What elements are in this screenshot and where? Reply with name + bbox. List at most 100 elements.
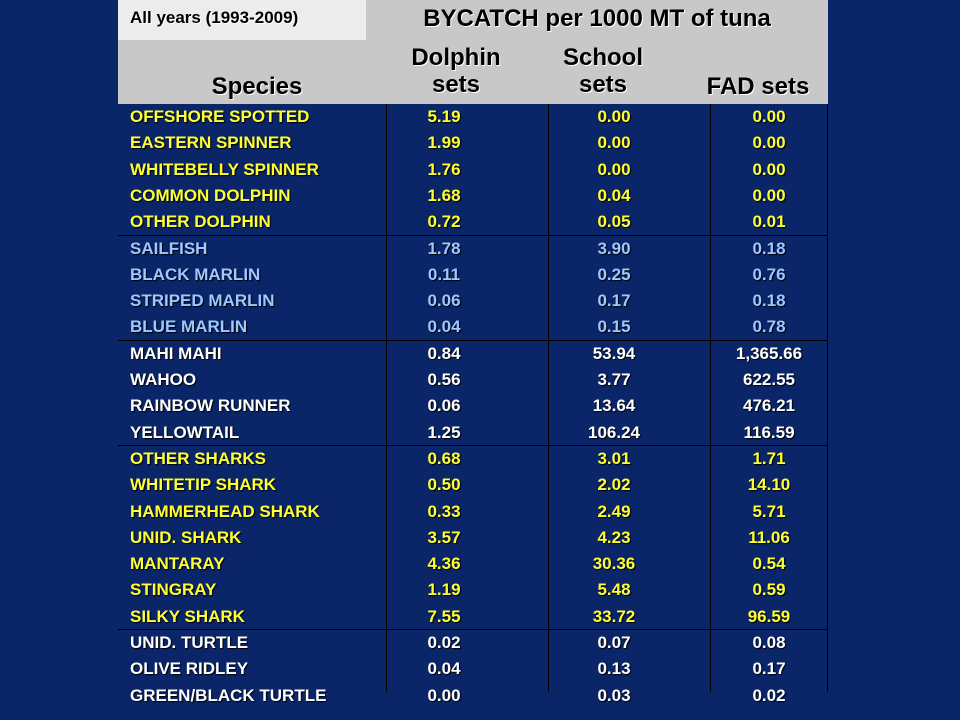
divider-dolphin-left: [386, 104, 387, 692]
table-row: EASTERN SPINNER 1.99 0.00 0.00: [118, 130, 828, 156]
species-cell: BLUE MARLIN: [130, 317, 248, 337]
dolphin-sets-cell: 1.68: [427, 185, 461, 205]
group-divider: [118, 444, 828, 446]
period-header: All years (1993-2009): [118, 0, 366, 40]
species-cell: HAMMERHEAD SHARK: [130, 501, 320, 521]
species-cell: GREEN/BLACK TURTLE: [130, 685, 327, 705]
school-sets-cell: 2.02: [597, 475, 631, 495]
divider-fad-left: [710, 104, 711, 692]
fad-sets-cell: 0.01: [752, 212, 786, 232]
school-sets-cell: 53.94: [592, 343, 636, 363]
school-sets-cell: 0.13: [597, 659, 631, 679]
col-header-school-sets: School sets: [562, 44, 643, 98]
dolphin-sets-cell: 0.50: [427, 475, 461, 495]
dolphin-sets-cell: 1.99: [427, 133, 461, 153]
dolphin-sets-cell: 5.19: [427, 107, 461, 126]
school-sets-cell: 0.17: [597, 291, 631, 311]
species-cell: OTHER SHARKS: [130, 448, 267, 468]
species-cell: COMMON DOLPHIN: [130, 185, 291, 205]
species-cell: WHITEBELLY SPINNER: [130, 159, 319, 179]
table-row: STINGRAY 1.19 5.48 0.59: [118, 577, 828, 603]
school-sets-cell: 3.77: [597, 370, 631, 389]
table-row: OFFSHORE SPOTTED 5.19 0.00 0.00: [118, 104, 828, 130]
school-sets-cell: 3.01: [597, 448, 631, 468]
dolphin-sets-cell: 0.33: [427, 501, 461, 521]
table-row: COMMON DOLPHIN 1.68 0.04 0.00: [118, 183, 828, 209]
school-sets-cell: 0.07: [597, 633, 631, 652]
school-sets-cell: 33.72: [592, 606, 636, 626]
fad-sets-cell: 0.02: [752, 685, 786, 705]
fad-sets-cell: 0.17: [752, 659, 786, 679]
dolphin-sets-cell: 0.06: [427, 291, 461, 311]
fad-sets-cell: 96.59: [747, 606, 791, 626]
table-title: BYCATCH per 1000 MT of tuna: [423, 5, 771, 32]
species-cell: WHITETIP SHARK: [130, 475, 277, 495]
school-sets-cell: 30.36: [592, 554, 636, 574]
dolphin-sets-cell: 0.06: [427, 396, 461, 416]
dolphin-sets-cell: 0.84: [427, 343, 461, 363]
school-sets-cell: 0.00: [597, 159, 631, 179]
col-header-fad-sets: FAD sets: [706, 73, 810, 100]
fad-sets-cell: 0.00: [752, 159, 786, 179]
bycatch-table: OFFSHORE SPOTTED 5.19 0.00 0.00 EASTERN SPIN…: [118, 104, 828, 705]
table-row: HAMMERHEAD SHARK 0.33 2.49 5.71: [118, 499, 828, 525]
fad-sets-cell: 0.54: [752, 554, 786, 574]
table-row: STRIPED MARLIN 0.06 0.17 0.18: [118, 288, 828, 314]
divider-table-right: [827, 104, 828, 692]
period-label: All years (1993-2009): [130, 8, 299, 27]
dolphin-sets-cell: 0.56: [427, 370, 461, 389]
table-row: BLACK MARLIN 0.11 0.25 0.76: [118, 262, 828, 288]
table-row: SAILFISH 1.78 3.90 0.18: [118, 236, 828, 262]
species-cell: SAILFISH: [130, 238, 208, 258]
table-row: WHITEBELLY SPINNER 1.76 0.00 0.00: [118, 157, 828, 183]
dolphin-sets-cell: 1.19: [427, 580, 461, 600]
species-cell: BLACK MARLIN: [130, 264, 261, 284]
fad-sets-cell: 0.08: [752, 633, 786, 652]
table-row: WHITETIP SHARK 0.50 2.02 14.10: [118, 472, 828, 498]
column-headers: Species Dolphin sets School sets FAD set…: [118, 40, 828, 104]
table-row: OTHER DOLPHIN 0.72 0.05 0.01: [118, 209, 828, 235]
species-cell: STRIPED MARLIN: [130, 291, 275, 311]
species-cell: OTHER DOLPHIN: [130, 212, 271, 232]
table-row: MANTARAY 4.36 30.36 0.54: [118, 551, 828, 577]
school-sets-cell: 106.24: [588, 422, 640, 442]
dolphin-sets-cell: 1.78: [427, 238, 461, 258]
dolphin-sets-cell: 7.55: [427, 606, 461, 626]
species-cell: UNID. SHARK: [130, 527, 242, 547]
species-cell: YELLOWTAIL: [130, 422, 240, 442]
fad-sets-cell: 0.00: [752, 107, 786, 126]
species-cell: EASTERN SPINNER: [130, 133, 292, 153]
dolphin-sets-cell: 0.02: [427, 633, 461, 652]
species-cell: STINGRAY: [130, 580, 217, 600]
school-sets-cell: 0.04: [597, 185, 631, 205]
fad-sets-cell: 116.59: [743, 422, 795, 442]
table-row: YELLOWTAIL 1.25 106.24 116.59: [118, 420, 828, 446]
species-cell: UNID. TURTLE: [130, 633, 249, 652]
school-sets-cell: 13.64: [592, 396, 636, 416]
dolphin-sets-cell: 0.68: [427, 448, 461, 468]
fad-sets-cell: 622.55: [743, 370, 795, 389]
fad-sets-cell: 5.71: [752, 501, 786, 521]
table-row: BLUE MARLIN 0.04 0.15 0.78: [118, 314, 828, 340]
col-header-species: Species: [211, 73, 303, 100]
table-row: MAHI MAHI 0.84 53.94 1,365.66: [118, 341, 828, 367]
dolphin-sets-cell: 4.36: [427, 554, 461, 574]
fad-sets-cell: 0.18: [752, 238, 786, 258]
dolphin-sets-cell: 3.57: [427, 527, 461, 547]
species-cell: MANTARAY: [130, 554, 225, 574]
school-sets-cell: 5.48: [597, 580, 631, 600]
table-row: WAHOO 0.56 3.77 622.55: [118, 367, 828, 393]
divider-school-left: [548, 104, 549, 692]
school-sets-cell: 0.03: [597, 685, 631, 705]
dolphin-sets-cell: 0.04: [427, 659, 461, 679]
table-row: UNID. SHARK 3.57 4.23 11.06: [118, 525, 828, 551]
school-sets-cell: 0.05: [597, 212, 631, 232]
species-cell: MAHI MAHI: [130, 343, 222, 363]
fad-sets-cell: 0.18: [752, 291, 786, 311]
group-divider: [118, 629, 828, 630]
dolphin-sets-cell: 0.00: [427, 685, 461, 705]
fad-sets-cell: 11.06: [748, 527, 790, 547]
table-row: GREEN/BLACK TURTLE 0.00 0.03 0.02: [118, 683, 828, 709]
species-cell: RAINBOW RUNNER: [130, 396, 291, 416]
table-row: OLIVE RIDLEY 0.04 0.13 0.17: [118, 656, 828, 682]
